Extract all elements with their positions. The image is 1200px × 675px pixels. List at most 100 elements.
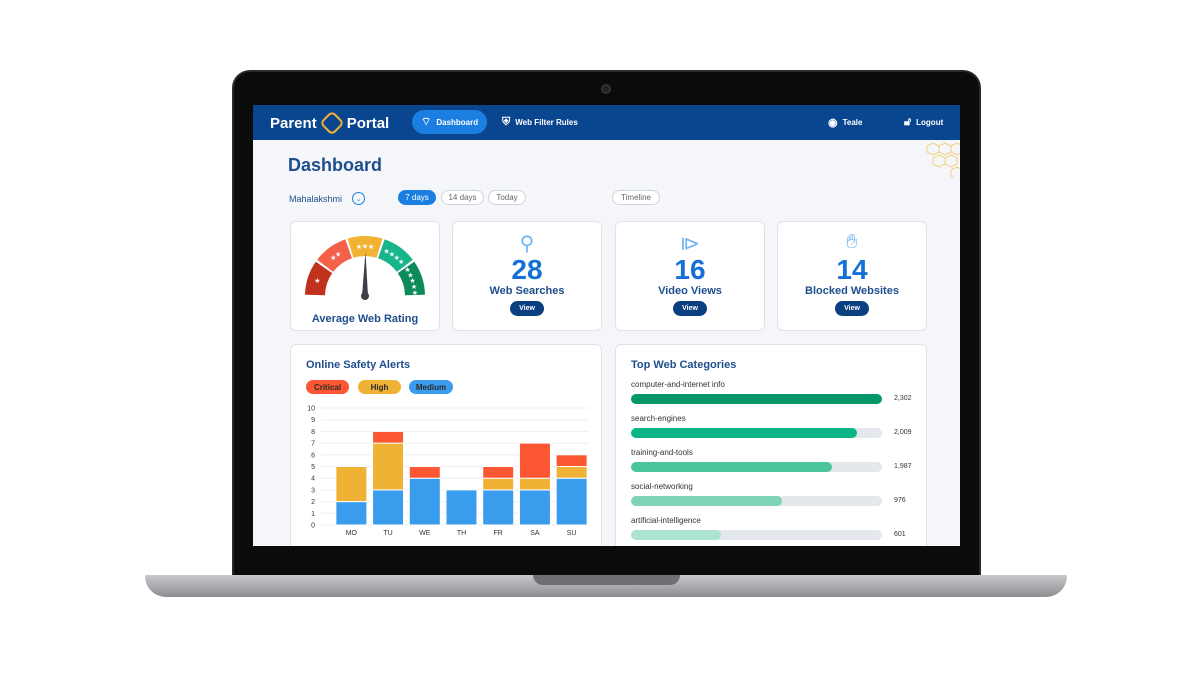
x-tick-label: TH (457, 530, 466, 537)
logo[interactable]: Parent Portal (270, 110, 389, 136)
category-row: search-engines 2,009 (631, 414, 921, 438)
chevron-down-icon[interactable]: ⌄ (352, 192, 366, 205)
lock-icon: 🔓︎ (904, 115, 912, 128)
bar-critical-su[interactable] (555, 454, 588, 468)
star-icon: ★ (409, 277, 415, 285)
video-views-label: Video Views (658, 285, 722, 297)
star-icon: ★ (394, 254, 400, 262)
bar-critical-fr[interactable] (482, 466, 515, 479)
nav-dashboard-label: Dashboard (436, 117, 479, 127)
legend-medium[interactable]: Medium (409, 380, 453, 394)
category-bar-track (631, 530, 882, 540)
child-selector[interactable]: Mahalakshmi ⌄ (289, 192, 366, 205)
bar-medium-fr[interactable] (482, 489, 515, 526)
web-searches-count: 28 (511, 254, 543, 285)
wifi-icon: ⌔ (421, 116, 432, 128)
timeline-button[interactable]: Timeline (612, 190, 660, 205)
nav-web-filter-label: Web Filter Rules (515, 117, 578, 127)
web-searches-label: Web Searches (489, 285, 565, 297)
view-blocked-websites-button[interactable]: View (835, 301, 869, 316)
category-bar-fill (631, 462, 832, 472)
bar-medium-tu[interactable] (372, 489, 405, 526)
category-name: computer-and-internet info (631, 380, 725, 389)
star-icon: ★ (314, 277, 320, 285)
legend-critical[interactable]: Critical (306, 380, 349, 394)
gauge-pivot (361, 292, 369, 300)
star-icon: ★ (412, 289, 418, 297)
x-tick-label: TU (383, 530, 392, 537)
category-name: search-engines (631, 414, 686, 423)
bar-medium-th[interactable] (445, 489, 478, 526)
blocked-websites-label: Blocked Websites (805, 285, 899, 297)
star-icon: ★ (362, 243, 368, 251)
view-video-views-button[interactable]: View (673, 301, 707, 316)
logout-button[interactable]: 🔓︎ Logout (895, 110, 952, 134)
magnifier-icon: ⚲ (519, 233, 535, 255)
x-tick-label: WE (419, 530, 431, 537)
category-bar-track (631, 496, 882, 506)
user-name: Teale (842, 117, 863, 127)
nav-web-filter-rules[interactable]: ⛨ Web Filter Rules (493, 110, 587, 134)
gauge-segment-5 (397, 261, 425, 296)
bar-critical-sa[interactable] (518, 442, 551, 479)
bar-high-su[interactable] (555, 466, 588, 479)
category-name: social-networking (631, 482, 693, 491)
categories-title: Top Web Categories (631, 359, 737, 371)
user-icon: ◉ (828, 116, 838, 129)
legend-high[interactable]: High (358, 380, 401, 394)
average-web-rating-card: ★ ★ ★ ★ ★ ★ ★ ★ ★ ★ ★ ★ ★ ★ ★ Average Web Rating (290, 221, 440, 331)
y-tick-label: 2 (311, 499, 315, 506)
category-name: artificial-intelligence (631, 516, 701, 525)
nav-dashboard[interactable]: ⌔ Dashboard (412, 110, 488, 134)
y-tick-label: 7 (311, 441, 315, 448)
category-bar-track (631, 394, 882, 404)
y-tick-label: 6 (311, 452, 315, 459)
honeycomb-decoration (926, 142, 960, 177)
bar-high-fr[interactable] (482, 477, 515, 491)
star-icon: ★ (384, 247, 390, 255)
bar-critical-we[interactable] (408, 466, 441, 479)
category-value: 2,009 (894, 429, 912, 436)
child-name: Mahalakshmi (289, 193, 343, 204)
star-icon: ★ (398, 258, 404, 266)
range-14-days[interactable]: 14 days (441, 190, 484, 205)
user-menu[interactable]: ◉ Teale (819, 110, 871, 134)
star-icon: ★ (356, 243, 362, 251)
bar-medium-mo[interactable] (335, 501, 368, 526)
rating-gauge: ★★★★★★★★★★★★★★★ (305, 236, 425, 300)
x-tick-label: MO (346, 530, 358, 537)
web-searches-card: ⚲ 28 Web Searches View (452, 221, 602, 331)
y-tick-label: 5 (311, 464, 315, 471)
view-web-searches-button[interactable]: View (510, 301, 544, 316)
category-value: 2,302 (894, 395, 912, 402)
bar-medium-we[interactable] (408, 477, 441, 526)
category-row: social-networking 976 (631, 482, 921, 506)
rating-label: Average Web Rating (311, 313, 419, 325)
video-views-count: 16 (674, 254, 706, 285)
page-title: Dashboard (288, 155, 383, 175)
screen: Parent Portal ⌔ Dashboard ⛨ Web Filter Rul… (253, 105, 960, 546)
range-7-days[interactable]: 7 days (398, 190, 436, 205)
category-bar-track (631, 428, 882, 438)
bar-medium-su[interactable] (555, 477, 588, 526)
bar-critical-tu[interactable] (372, 430, 405, 444)
video-views-card: ⧐ 16 Video Views View (615, 221, 765, 331)
bar-high-tu[interactable] (372, 442, 405, 491)
bar-high-mo[interactable] (335, 466, 368, 503)
range-today[interactable]: Today (488, 190, 526, 205)
star-icon: ★ (404, 266, 410, 274)
y-tick-label: 4 (311, 476, 315, 483)
gauge-segment-4 (378, 239, 413, 272)
x-tick-label: FR (494, 530, 503, 537)
blocked-websites-card: ✋︎ 14 Blocked Websites View (777, 221, 927, 331)
y-tick-label: 0 (311, 523, 315, 530)
laptop-base (145, 575, 1067, 597)
star-icon: ★ (335, 250, 341, 258)
bar-medium-sa[interactable] (518, 489, 551, 526)
x-tick-label: SU (567, 530, 577, 537)
logo-text: Parent (270, 114, 317, 132)
category-bar-fill (631, 530, 722, 540)
bar-high-sa[interactable] (518, 477, 551, 491)
y-tick-label: 10 (307, 406, 315, 413)
shield-icon: ⛨ (502, 115, 511, 128)
